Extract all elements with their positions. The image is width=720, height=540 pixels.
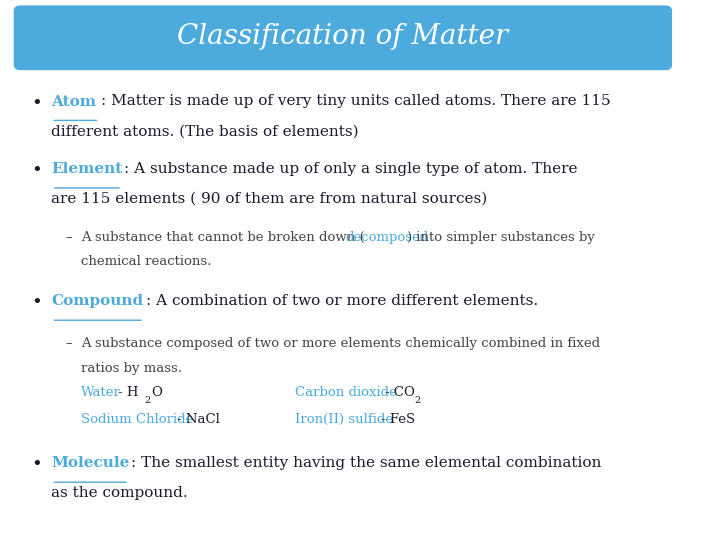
Text: Water: Water bbox=[81, 386, 121, 399]
Text: •: • bbox=[31, 456, 42, 474]
Text: ratios by mass.: ratios by mass. bbox=[81, 362, 182, 375]
Text: chemical reactions.: chemical reactions. bbox=[81, 255, 211, 268]
Text: as the compound.: as the compound. bbox=[51, 486, 188, 500]
Text: –: – bbox=[65, 338, 72, 350]
Text: : A combination of two or more different elements.: : A combination of two or more different… bbox=[146, 294, 538, 308]
Text: are 115 elements ( 90 of them are from natural sources): are 115 elements ( 90 of them are from n… bbox=[51, 192, 487, 206]
Text: Molecule: Molecule bbox=[51, 456, 130, 470]
Text: : The smallest entity having the same elemental combination: : The smallest entity having the same el… bbox=[131, 456, 601, 470]
Text: - H: - H bbox=[118, 386, 138, 399]
Text: - CO: - CO bbox=[385, 386, 415, 399]
Text: Iron(II) sulfide: Iron(II) sulfide bbox=[295, 413, 393, 426]
Text: Atom: Atom bbox=[51, 94, 96, 109]
Text: decomposed: decomposed bbox=[345, 231, 428, 244]
Text: Compound: Compound bbox=[51, 294, 143, 308]
Text: - NaCl: - NaCl bbox=[177, 413, 220, 426]
Text: •: • bbox=[31, 94, 42, 112]
Text: •: • bbox=[31, 294, 42, 312]
Text: Element: Element bbox=[51, 162, 122, 176]
Text: : Matter is made up of very tiny units called atoms. There are 115: : Matter is made up of very tiny units c… bbox=[102, 94, 611, 109]
Text: –: – bbox=[65, 231, 72, 244]
Text: : A substance made up of only a single type of atom. There: : A substance made up of only a single t… bbox=[124, 162, 577, 176]
Text: •: • bbox=[31, 162, 42, 180]
Text: 2: 2 bbox=[414, 396, 420, 405]
Text: O: O bbox=[151, 386, 162, 399]
Text: Sodium Chloride: Sodium Chloride bbox=[81, 413, 193, 426]
Text: A substance that cannot be broken down (: A substance that cannot be broken down ( bbox=[81, 231, 364, 244]
Text: - FeS: - FeS bbox=[382, 413, 415, 426]
Text: 2: 2 bbox=[144, 396, 150, 405]
Text: Carbon dioxide: Carbon dioxide bbox=[295, 386, 397, 399]
Text: Classification of Matter: Classification of Matter bbox=[177, 23, 508, 50]
FancyBboxPatch shape bbox=[14, 5, 672, 70]
Text: different atoms. (The basis of elements): different atoms. (The basis of elements) bbox=[51, 124, 359, 138]
Text: A substance composed of two or more elements chemically combined in fixed: A substance composed of two or more elem… bbox=[81, 338, 600, 350]
Text: ) into simpler substances by: ) into simpler substances by bbox=[408, 231, 595, 244]
